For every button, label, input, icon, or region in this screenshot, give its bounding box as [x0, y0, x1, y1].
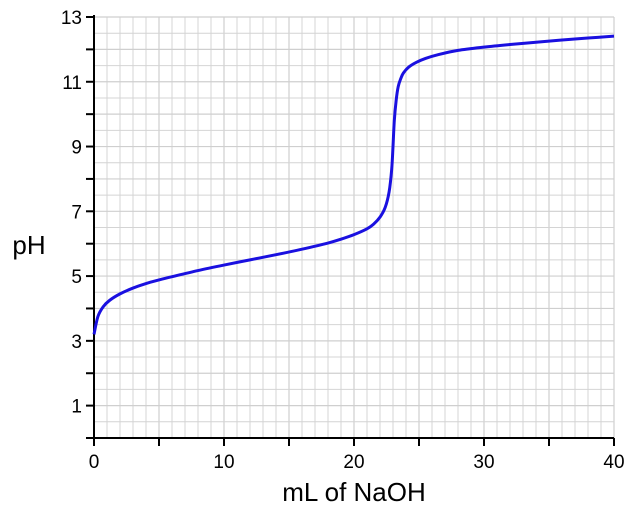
x-tick-label: 40 — [603, 452, 624, 473]
y-axis-label: pH — [12, 230, 45, 260]
y-tick-label: 11 — [62, 73, 82, 94]
x-tick-label: 10 — [213, 452, 234, 473]
y-tick-label: 3 — [71, 332, 82, 353]
y-tick-label: 7 — [71, 202, 82, 223]
series-line — [92, 34, 615, 335]
x-tick-label: 30 — [473, 452, 494, 473]
grid — [93, 16, 615, 439]
y-tick-label: 13 — [61, 8, 82, 29]
x-tick-label: 0 — [89, 452, 100, 473]
y-tick-label: 5 — [71, 267, 82, 288]
y-tick-label: 1 — [71, 397, 82, 418]
x-axis-label: mL of NaOH — [282, 477, 426, 507]
y-tick-label: 9 — [71, 138, 82, 159]
x-tick-label: 20 — [343, 452, 364, 473]
axis-ticks — [86, 16, 615, 446]
